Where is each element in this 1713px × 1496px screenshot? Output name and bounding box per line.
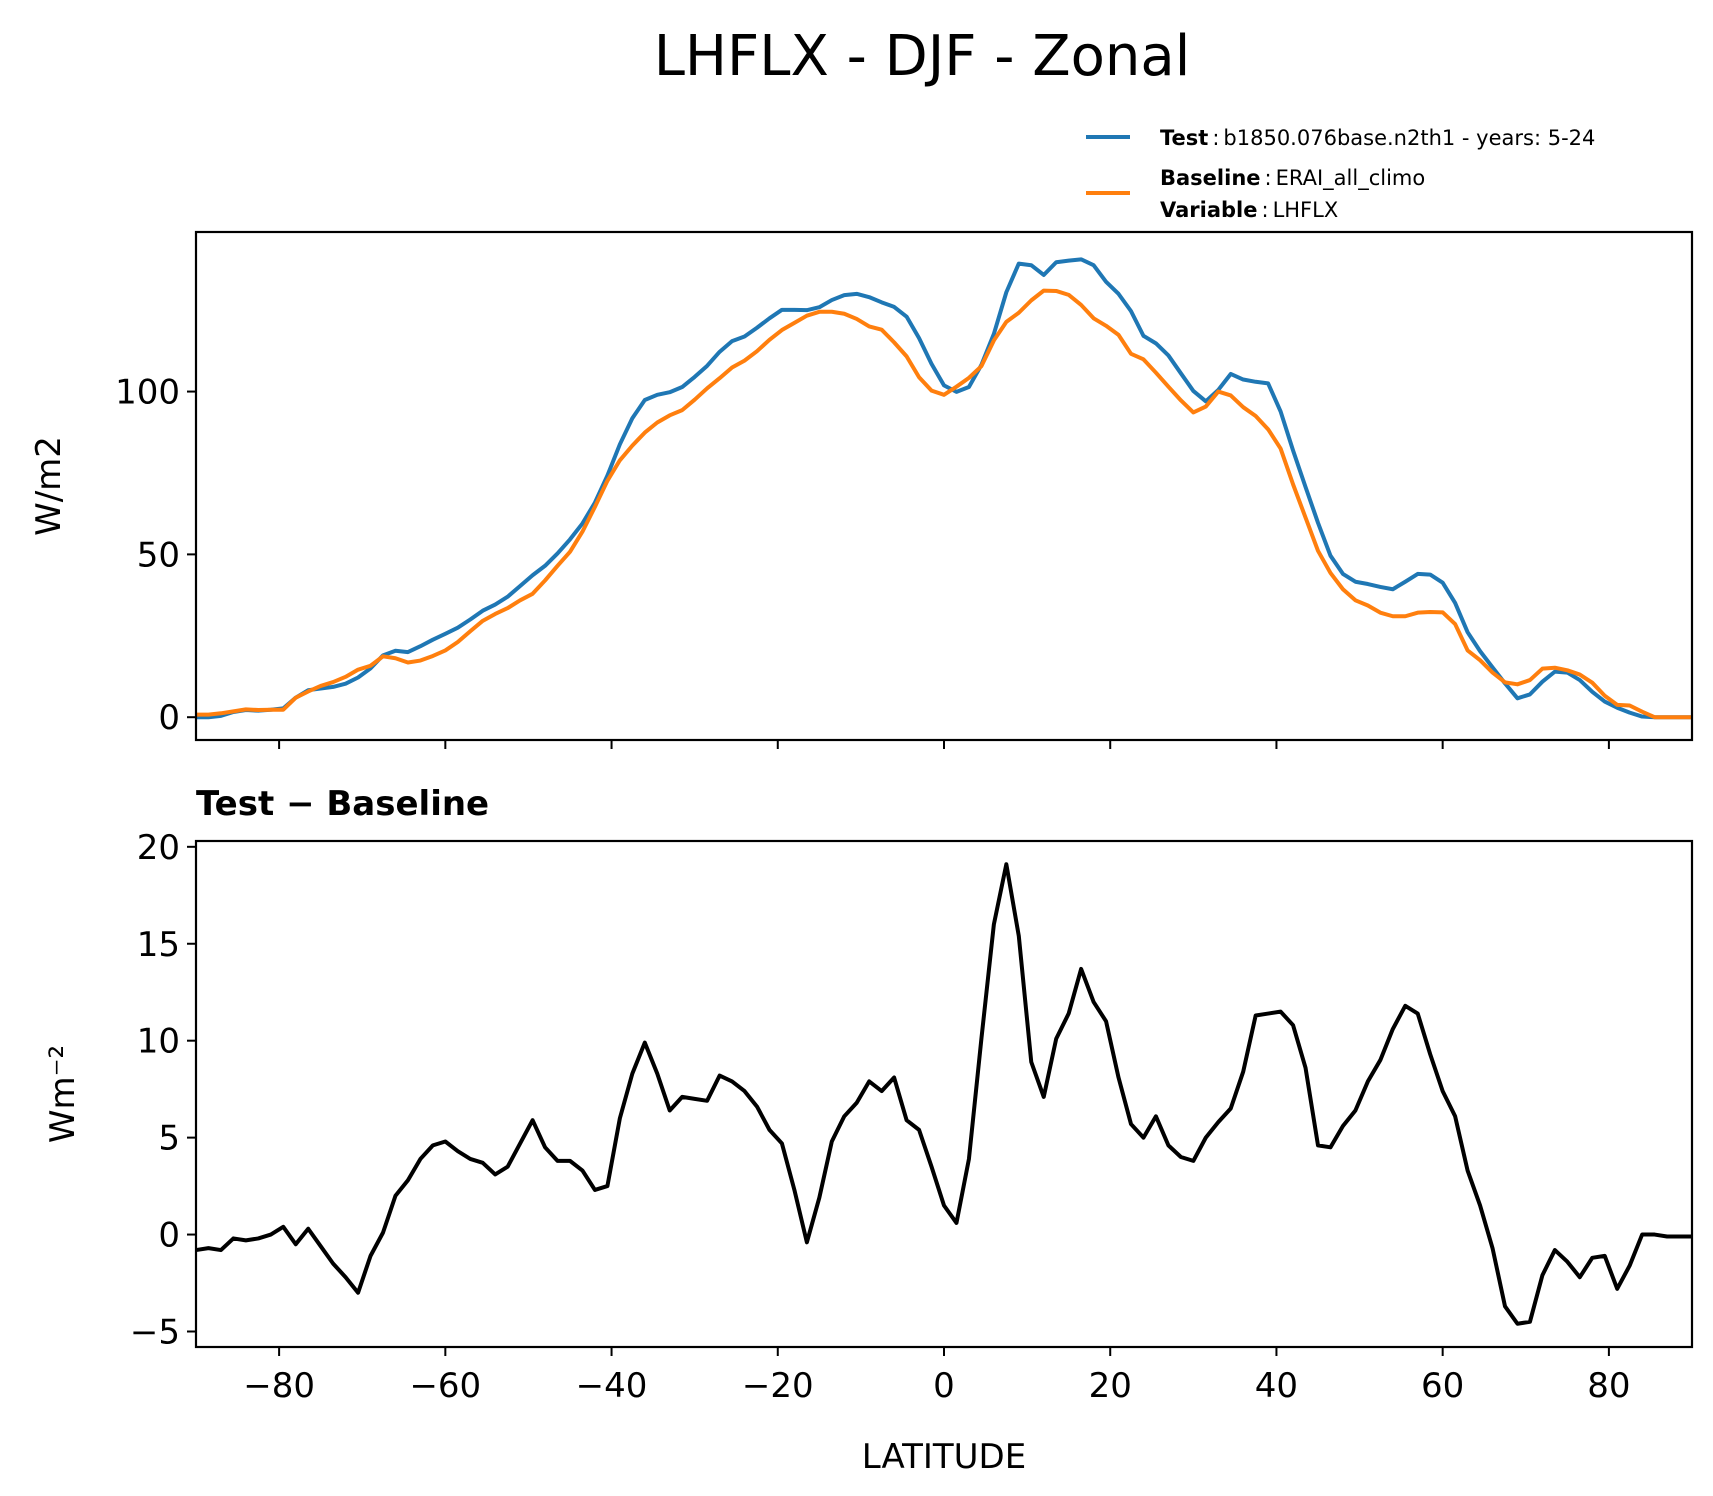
bottom-y-axis-label: Wm⁻² bbox=[43, 1045, 83, 1143]
top-y-axis-label: W/m2 bbox=[29, 436, 69, 536]
legend-label-test-bold: Test bbox=[1160, 126, 1208, 150]
legend: Test: b1850.076base.n2th1 - years: 5-24 B… bbox=[1086, 126, 1595, 222]
legend-label-test-text: b1850.076base.n2th1 - years: 5-24 bbox=[1223, 126, 1595, 150]
legend-label-test: Test: b1850.076base.n2th1 - years: 5-24 bbox=[1160, 126, 1595, 150]
legend-label-baseline-text: ERAI_all_climo bbox=[1276, 166, 1426, 191]
bottom-y-ticks: −5 0 5 10 15 20 bbox=[130, 828, 196, 1352]
bottom-panel-title: Test − Baseline bbox=[196, 784, 489, 824]
bottom-x-tick-label: −80 bbox=[243, 1366, 315, 1406]
bottom-x-tick-label: 80 bbox=[1587, 1366, 1630, 1406]
bottom-x-tick-label: −20 bbox=[742, 1366, 814, 1406]
bottom-y-tick-label: 5 bbox=[158, 1119, 180, 1159]
top-plot-area bbox=[196, 257, 1692, 720]
bottom-x-tick-label: −40 bbox=[576, 1366, 648, 1406]
legend-label-variable: Variable: LHFLX bbox=[1160, 198, 1338, 222]
legend-label-baseline-sep: : bbox=[1265, 166, 1272, 190]
legend-label-test-sep: : bbox=[1212, 126, 1219, 150]
legend-label-variable-bold: Variable bbox=[1160, 198, 1257, 222]
bottom-x-tick-label: −60 bbox=[409, 1366, 481, 1406]
bottom-panel-frame bbox=[194, 839, 1694, 1349]
top-panel: 0 50 100 W/m2 bbox=[29, 230, 1694, 749]
legend-label-variable-sep: : bbox=[1261, 198, 1268, 222]
bottom-y-tick-label: −5 bbox=[130, 1312, 180, 1352]
bottom-plot-area bbox=[195, 862, 1692, 1326]
bottom-y-tick-label: 20 bbox=[137, 828, 180, 868]
bottom-x-tick-label: 0 bbox=[933, 1366, 955, 1406]
bottom-series-line-test-baseline bbox=[195, 862, 1692, 1326]
legend-label-baseline-bold: Baseline bbox=[1160, 166, 1261, 190]
top-y-ticks: 0 50 100 bbox=[115, 373, 196, 738]
top-series-line-test bbox=[196, 257, 1692, 720]
bottom-panel: Test − Baseline −5 0 5 10 15 20 −80 −60 −40 −20 0… bbox=[43, 784, 1694, 1477]
bottom-y-tick-label: 0 bbox=[158, 1216, 180, 1256]
top-y-tick-label: 0 bbox=[158, 698, 180, 738]
bottom-x-tick-label: 20 bbox=[1089, 1366, 1132, 1406]
legend-label-variable-text: LHFLX bbox=[1273, 198, 1339, 222]
bottom-x-tick-label: 60 bbox=[1421, 1366, 1464, 1406]
bottom-x-tick-label: 40 bbox=[1255, 1366, 1298, 1406]
bottom-y-tick-label: 10 bbox=[137, 1022, 180, 1062]
bottom-x-ticks: −80 −60 −40 −20 0 20 40 60 80 bbox=[243, 1347, 1631, 1406]
bottom-y-tick-label: 15 bbox=[137, 925, 180, 965]
legend-label-baseline: Baseline: ERAI_all_climo bbox=[1160, 166, 1425, 191]
top-series-line-baseline bbox=[196, 288, 1692, 720]
figure-title: LHFLX - DJF - Zonal bbox=[654, 24, 1191, 89]
bottom-x-axis-label: LATITUDE bbox=[862, 1437, 1026, 1477]
top-x-ticks bbox=[278, 740, 1610, 749]
top-y-tick-label: 100 bbox=[115, 373, 180, 413]
top-y-tick-label: 50 bbox=[137, 535, 180, 575]
top-panel-frame bbox=[194, 230, 1694, 742]
